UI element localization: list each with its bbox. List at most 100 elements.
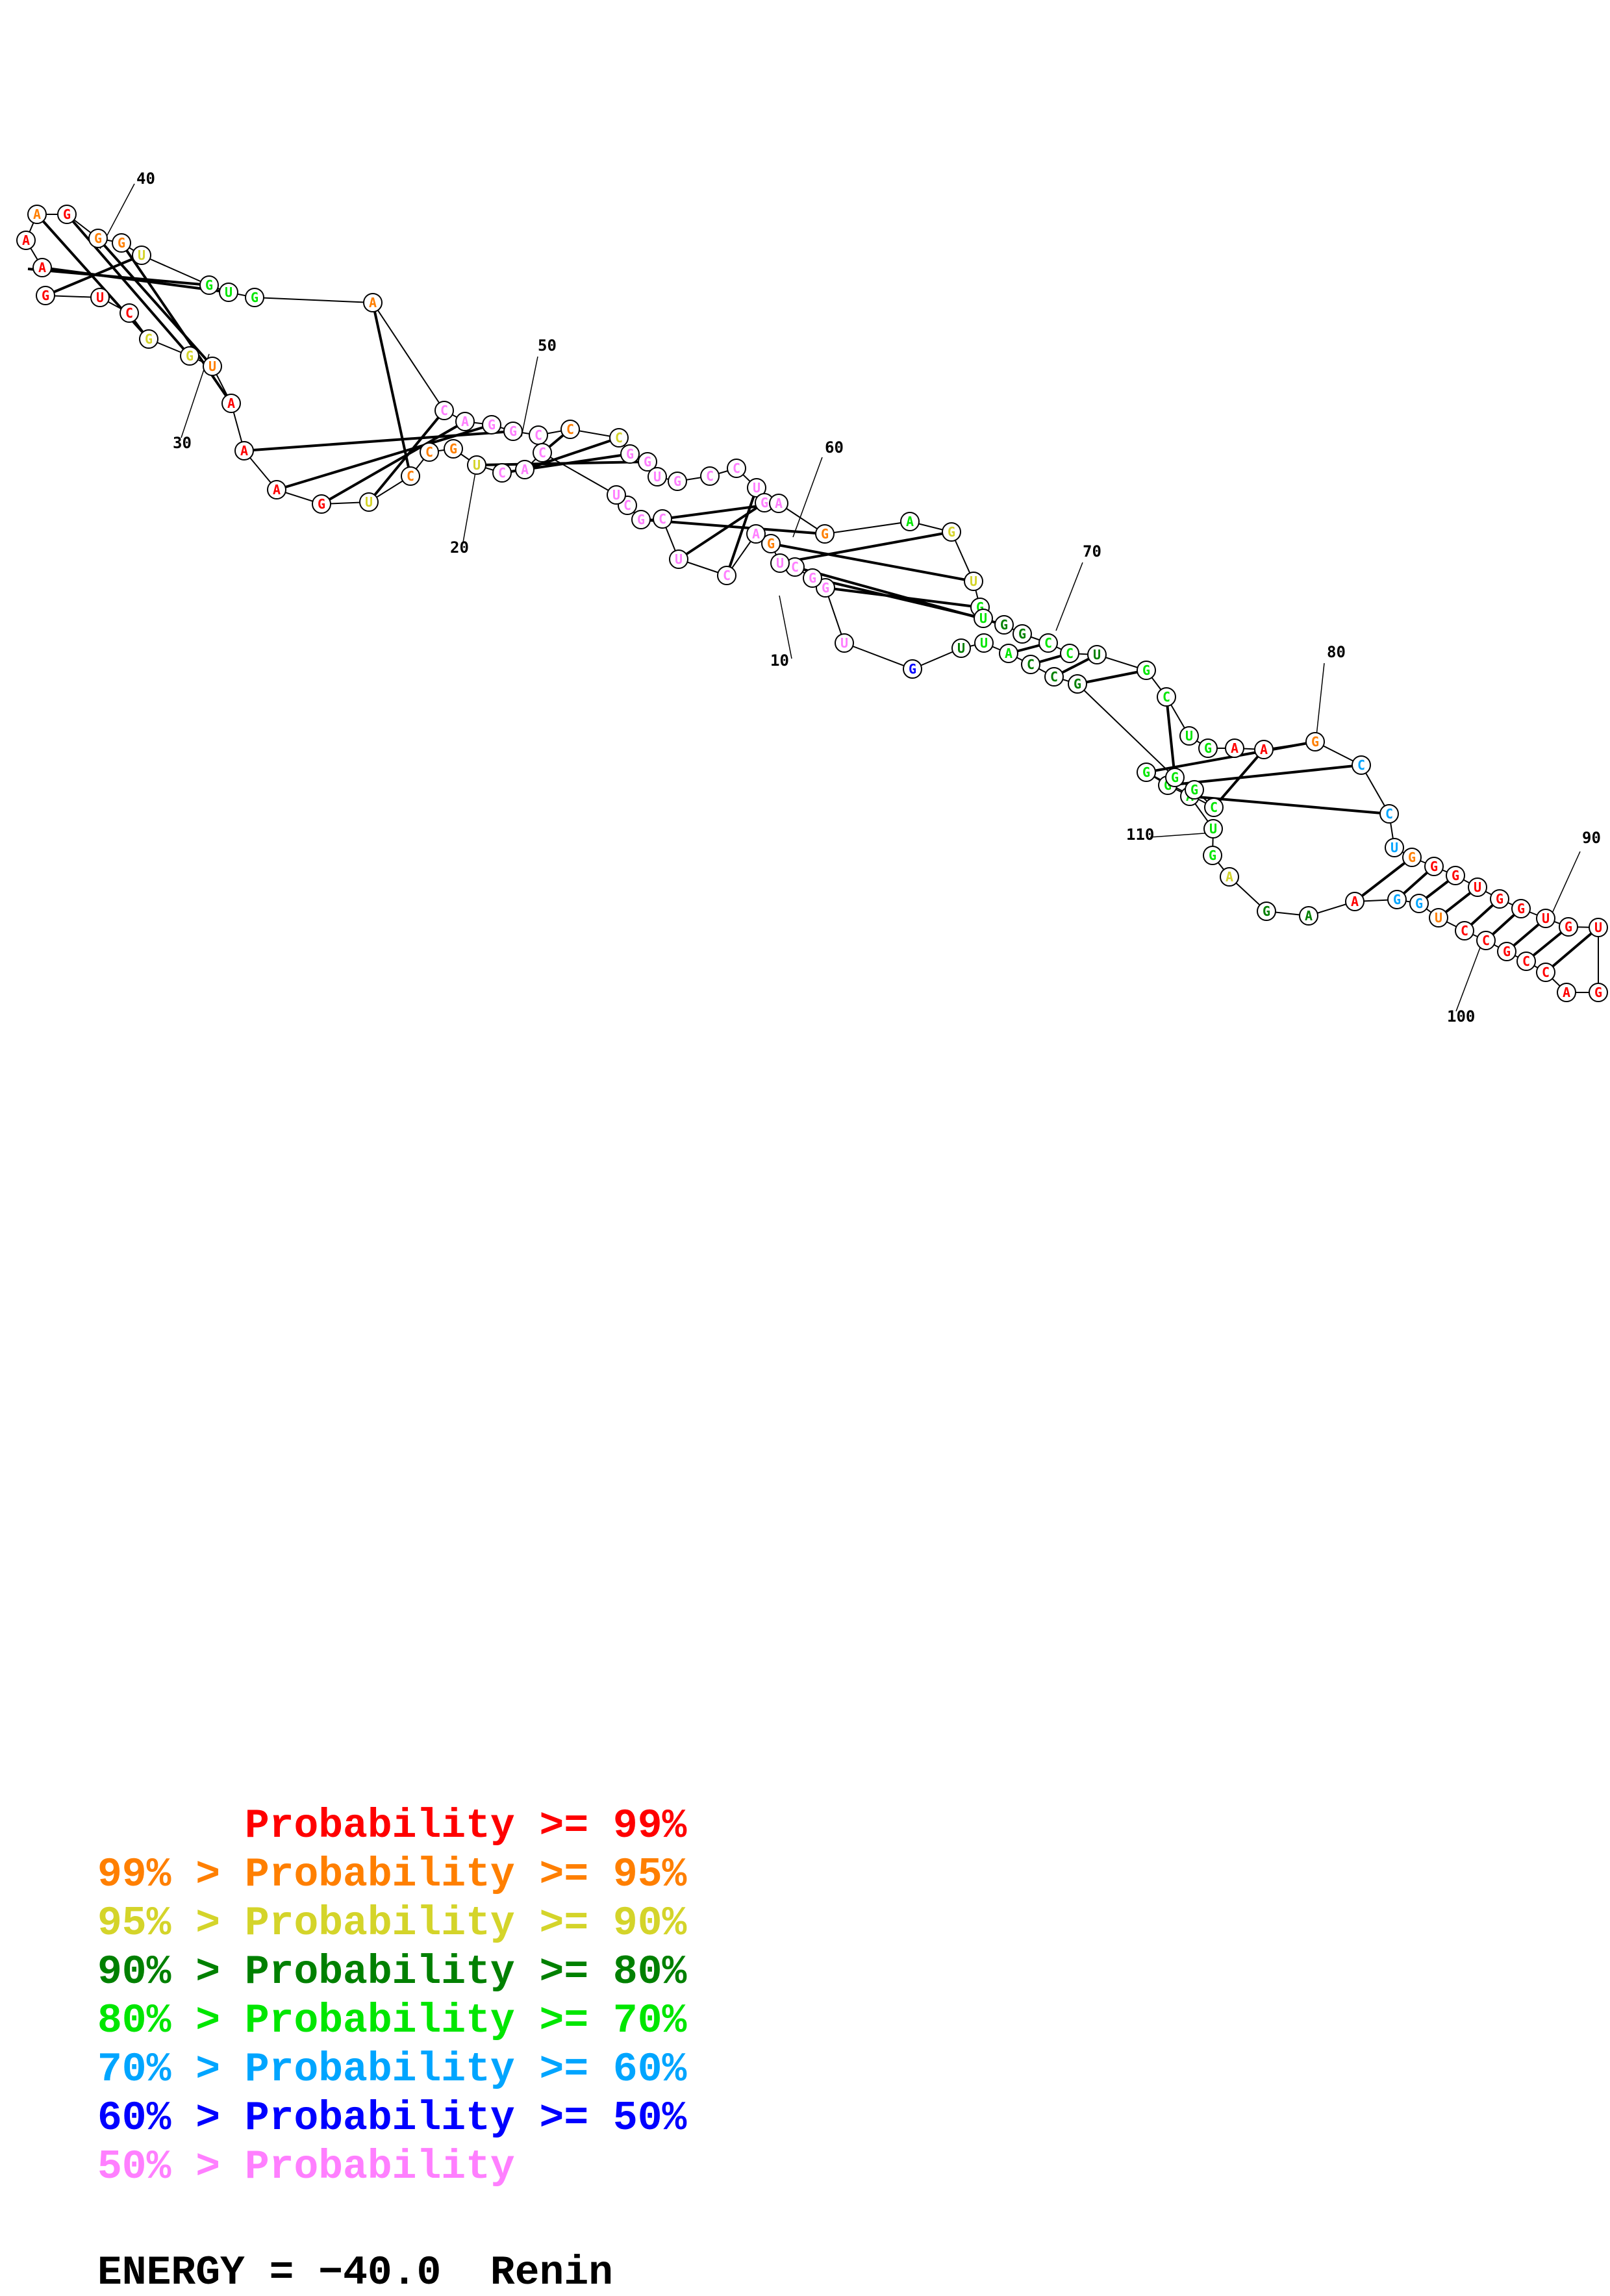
nucleotide-circle <box>700 466 720 486</box>
nucleotide-circle <box>1203 819 1223 839</box>
nucleotide-letter: G <box>1393 892 1401 907</box>
nucleotide-circle <box>434 401 454 420</box>
base-pair-bond <box>244 430 514 452</box>
nucleotide: G <box>803 568 822 588</box>
nucleotide-circle <box>1299 906 1318 926</box>
nucleotide: C <box>1455 921 1474 940</box>
nucleotide: C <box>1352 755 1371 775</box>
nucleotide: U <box>219 283 238 302</box>
nucleotide: G <box>1402 848 1422 867</box>
nucleotide-letter: G <box>145 331 153 347</box>
nucleotide-circle <box>769 494 788 513</box>
nucleotide: A <box>746 524 766 544</box>
nucleotide: G <box>245 288 264 307</box>
nucleotide-circle <box>1060 644 1079 663</box>
nucleotide-letter: G <box>1565 919 1572 935</box>
nucleotide-circle <box>994 615 1014 635</box>
nucleotide-letter: U <box>1542 911 1550 926</box>
nucleotide: G <box>36 286 55 305</box>
nucleotide-letter: A <box>1563 985 1570 1000</box>
nucleotide: G <box>503 422 523 441</box>
nucleotide: G <box>1257 902 1276 921</box>
nucleotide: A <box>1220 867 1239 887</box>
nucleotide-letter: A <box>22 233 30 248</box>
position-tick-line <box>1455 942 1483 1012</box>
nucleotide-letter: G <box>1408 850 1416 865</box>
legend-entry: 80% > Probability >= 70% <box>97 1998 687 2044</box>
nucleotide-circle <box>1087 645 1107 664</box>
nucleotide: A <box>900 512 920 531</box>
legend-entry: 50% > Probability <box>97 2144 515 2190</box>
nucleotide: G <box>1137 661 1156 680</box>
nucleotide-letter: C <box>791 559 799 575</box>
nucleotide-circle <box>515 460 535 479</box>
nucleotide: G <box>994 615 1014 635</box>
nucleotide-circle <box>1589 983 1608 1002</box>
nucleotide: A <box>16 231 36 250</box>
base-pair-bond <box>1189 795 1390 815</box>
nucleotide-circle <box>312 494 331 514</box>
nucleotide: G <box>761 534 781 553</box>
nucleotide: G <box>1387 890 1407 909</box>
nucleotide-circle <box>1179 726 1199 746</box>
nucleotide-letter: G <box>1594 985 1602 1000</box>
nucleotide-circle <box>359 492 379 512</box>
nucleotide-letter: U <box>1390 840 1398 855</box>
nucleotide-circle <box>1402 848 1422 867</box>
nucleotide-circle <box>1137 661 1156 680</box>
nucleotide: U <box>1179 726 1199 746</box>
nucleotide-letter: U <box>1093 647 1101 662</box>
base-pair-bond <box>779 531 952 564</box>
nucleotide-letter: U <box>1209 821 1217 837</box>
nucleotide: U <box>1429 908 1448 927</box>
backbone-segment <box>372 302 445 411</box>
nucleotide-letter: C <box>1385 806 1393 822</box>
base-pair-bond <box>1077 669 1147 685</box>
nucleotide-circle <box>1536 963 1555 982</box>
nucleotide-letter: U <box>365 494 373 510</box>
nucleotide: A <box>363 293 383 312</box>
nucleotide-circle <box>1204 798 1224 817</box>
nucleotide-letter: A <box>521 462 529 477</box>
nucleotide-letter: G <box>809 570 816 586</box>
nucleotide-letter: C <box>723 568 731 583</box>
nucleotide-circle <box>620 444 640 464</box>
nucleotide-letter: C <box>1027 657 1035 672</box>
nucleotide-letter: G <box>1142 662 1150 678</box>
nucleotide-circle <box>1559 917 1578 937</box>
nucleotide-letter: A <box>369 295 377 310</box>
nucleotide-circle <box>1137 763 1156 782</box>
nucleotide-letter: U <box>776 555 784 571</box>
sequence-name: Renin <box>490 2250 613 2296</box>
nucleotide-circle <box>234 441 254 460</box>
backbone-segment <box>141 255 210 286</box>
nucleotide-letter: A <box>227 396 235 411</box>
nucleotide: U <box>770 553 790 573</box>
nucleotide: U <box>964 572 983 591</box>
nucleotide-circle <box>1476 931 1496 950</box>
nucleotide-circle <box>903 659 922 679</box>
nucleotide-letter: C <box>733 460 740 476</box>
base-pair-bond <box>321 420 466 505</box>
nucleotide: G <box>1137 763 1156 782</box>
nucleotide: G <box>1511 899 1531 918</box>
nucleotide-circle <box>1254 740 1274 759</box>
nucleotide-circle <box>1387 890 1407 909</box>
nucleotide: G <box>1589 983 1608 1002</box>
backbone-segment <box>1146 772 1214 808</box>
nucleotide-circle <box>32 258 52 277</box>
nucleotide-circle <box>119 303 139 323</box>
nucleotide: C <box>1157 687 1176 707</box>
nucleotide: G <box>112 233 131 253</box>
base-pair-bond <box>97 237 214 368</box>
nucleotide-circle <box>1225 738 1244 758</box>
base-pair-bond <box>42 266 229 294</box>
nucleotide-letter: G <box>948 524 955 540</box>
nucleotide: A <box>1225 738 1244 758</box>
base-pair-bond <box>1165 696 1176 778</box>
nucleotide-letter: C <box>615 430 623 446</box>
nucleotide-circle <box>1557 983 1576 1002</box>
nucleotide-letter: G <box>1517 901 1525 916</box>
position-ticks: 10 20 30 40 50 60 70 80 90 100 110 <box>99 170 1601 1026</box>
